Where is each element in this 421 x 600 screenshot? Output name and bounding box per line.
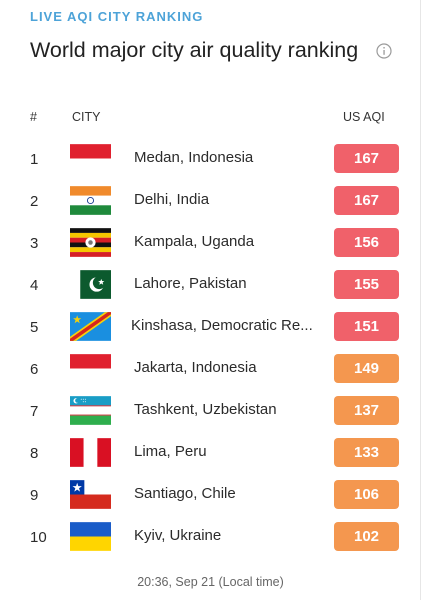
- indonesia-flag-icon: [70, 144, 111, 173]
- rank-number: 7: [30, 403, 39, 420]
- section-kicker: LIVE AQI CITY RANKING: [30, 9, 204, 24]
- indonesia-flag-icon: [70, 354, 111, 383]
- peru-flag-icon: [70, 438, 111, 467]
- aqi-badge: 167: [334, 144, 399, 173]
- ranking-row[interactable]: 9 Santiago, Chile 106: [0, 474, 421, 516]
- city-name[interactable]: Delhi, India: [134, 191, 210, 208]
- aqi-badge: 133: [334, 438, 399, 467]
- ranking-row[interactable]: 5 Kinshasa, Democratic Re... 151: [0, 306, 421, 348]
- info-circle-icon[interactable]: [376, 43, 392, 59]
- rank-number: 4: [30, 277, 39, 294]
- rank-number: 6: [30, 361, 39, 378]
- aqi-badge: 155: [334, 270, 399, 299]
- aqi-badge: 167: [334, 186, 399, 215]
- column-header-aqi: US AQI: [343, 110, 385, 124]
- ukraine-flag-icon: [70, 522, 111, 551]
- ranking-row[interactable]: 10 Kyiv, Ukraine 102: [0, 516, 421, 558]
- india-flag-icon: [70, 186, 111, 215]
- city-name[interactable]: Kinshasa, Democratic Re...: [131, 317, 313, 334]
- uzbekistan-flag-icon: [70, 396, 111, 425]
- ranking-row[interactable]: 3 Kampala, Uganda 156: [0, 222, 421, 264]
- rank-number: 5: [30, 319, 39, 336]
- title-row: World major city air quality ranking: [30, 38, 402, 68]
- ranking-row[interactable]: 8 Lima, Peru 133: [0, 432, 421, 474]
- city-name[interactable]: Lima, Peru: [134, 443, 207, 460]
- chile-flag-icon: [70, 480, 111, 509]
- city-name[interactable]: Jakarta, Indonesia: [134, 359, 257, 376]
- rank-number: 9: [30, 487, 39, 504]
- city-name[interactable]: Medan, Indonesia: [134, 149, 254, 166]
- rank-number: 3: [30, 235, 39, 252]
- aqi-badge: 149: [334, 354, 399, 383]
- pakistan-flag-icon: [70, 270, 111, 299]
- aqi-badge: 106: [334, 480, 399, 509]
- city-name[interactable]: Santiago, Chile: [134, 485, 236, 502]
- city-name[interactable]: Kyiv, Ukraine: [134, 527, 222, 544]
- city-name[interactable]: Kampala, Uganda: [134, 233, 255, 250]
- ranking-row[interactable]: 4 Lahore, Pakistan 155: [0, 264, 421, 306]
- ranking-row[interactable]: 6 Jakarta, Indonesia 149: [0, 348, 421, 390]
- uganda-flag-icon: [70, 228, 111, 257]
- column-header-rank: #: [30, 110, 37, 124]
- aqi-badge: 137: [334, 396, 399, 425]
- rank-number: 2: [30, 193, 39, 210]
- aqi-badge: 151: [334, 312, 399, 341]
- rank-number: 10: [30, 529, 47, 546]
- aqi-badge: 156: [334, 228, 399, 257]
- rank-number: 8: [30, 445, 39, 462]
- ranking-row[interactable]: 2 Delhi, India 167: [0, 180, 421, 222]
- aqi-badge: 102: [334, 522, 399, 551]
- city-name[interactable]: Tashkent, Uzbekistan: [134, 401, 277, 418]
- dr-congo-flag-icon: [70, 312, 111, 341]
- column-header-city: CITY: [72, 110, 101, 124]
- page-title: World major city air quality ranking: [30, 38, 359, 62]
- city-name[interactable]: Lahore, Pakistan: [134, 275, 247, 292]
- rank-number: 1: [30, 151, 39, 168]
- ranking-row[interactable]: 7 Tashkent, Uzbekistan 137: [0, 390, 421, 432]
- ranking-row[interactable]: 1 Medan, Indonesia 167: [0, 138, 421, 180]
- local-time-stamp: 20:36, Sep 21 (Local time): [137, 575, 284, 589]
